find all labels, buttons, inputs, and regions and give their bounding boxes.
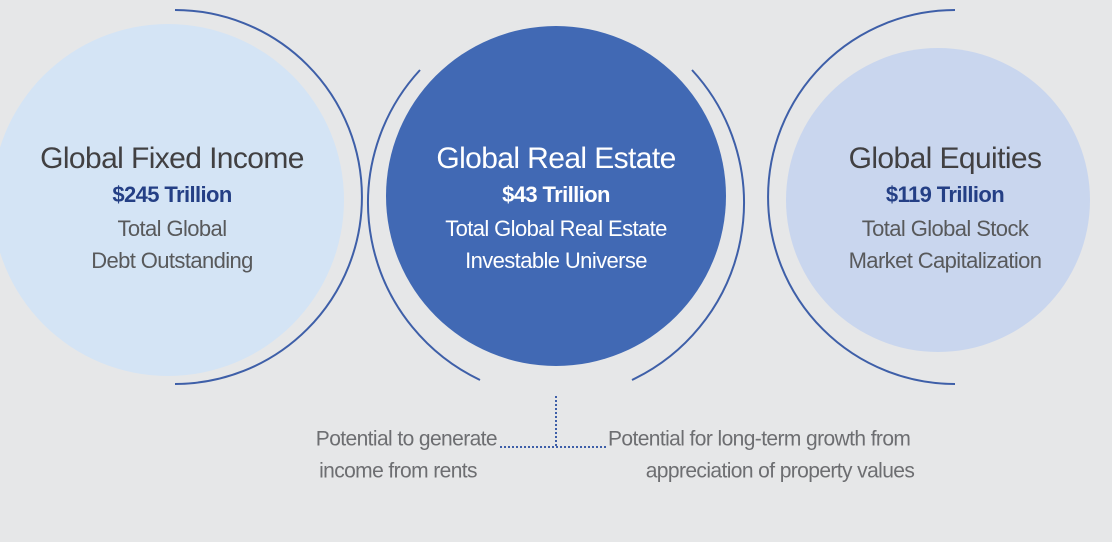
arc: [767, 9, 956, 385]
circle-description: Total Global: [118, 216, 227, 241]
circle-amount: $119 Trillion: [886, 182, 1004, 207]
fixed-income-circle: [0, 24, 344, 376]
equities-circle: [786, 48, 1090, 352]
circle-description: Total Global Stock: [862, 216, 1030, 241]
circle-description: Debt Outstanding: [91, 248, 253, 273]
circle-amount: $245 Trillion: [112, 182, 232, 207]
circle-description: Investable Universe: [465, 248, 647, 273]
circle-amount: $43 Trillion: [502, 182, 610, 207]
note: income from rents: [319, 460, 477, 483]
circle-description: Total Global Real Estate: [445, 216, 667, 241]
note: Potential to generate: [316, 428, 497, 451]
arc: [631, 69, 745, 381]
circle-title: Global Real Estate: [436, 142, 675, 175]
note: Potential for long-term growth from: [608, 428, 910, 451]
circle-title: Global Fixed Income: [40, 142, 304, 175]
circle-title: Global Equities: [849, 142, 1042, 175]
circle-description: Market Capitalization: [849, 248, 1042, 273]
arc: [367, 69, 481, 381]
real-estate-circle: [386, 26, 726, 366]
arc: [174, 9, 363, 385]
note: appreciation of property values: [646, 460, 915, 483]
